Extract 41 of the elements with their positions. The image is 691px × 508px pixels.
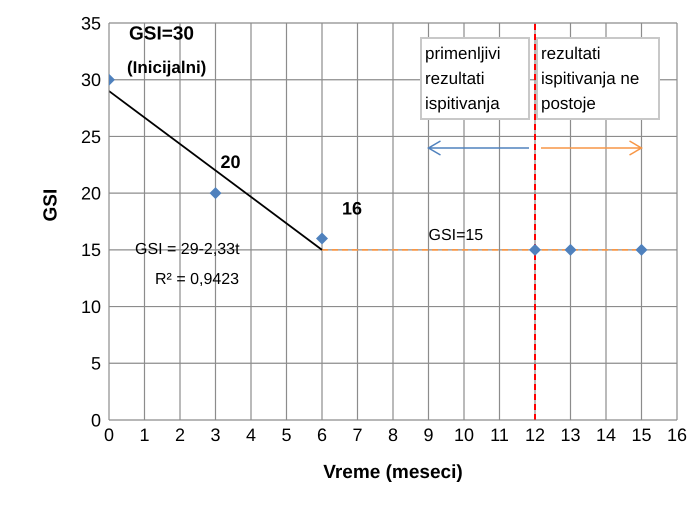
y-axis-title: GSI	[40, 188, 62, 222]
annotation: rezultati ispitivanja ne postoje	[536, 37, 660, 120]
y-tick-label: 5	[90, 354, 101, 374]
x-tick-label: 12	[524, 424, 546, 445]
x-tick-label: 8	[388, 424, 398, 445]
point	[529, 244, 541, 256]
y-tick-label: 15	[80, 240, 101, 260]
x-tick-label: 11	[490, 424, 509, 445]
annotation: GSI = 29-2,33t	[135, 241, 240, 258]
annotation: (Inicijalni)	[127, 58, 206, 77]
y-tick-label: 35	[80, 13, 101, 34]
y-tick-label: 30	[80, 70, 101, 90]
point	[210, 187, 222, 200]
annotation: 16	[342, 198, 362, 219]
x-tick-label: 1	[139, 424, 150, 445]
x-tick-label: 13	[560, 424, 581, 445]
x-tick-label: 3	[210, 424, 221, 445]
annotation: R² = 0,9423	[155, 271, 240, 288]
x-tick-label: 4	[246, 424, 256, 445]
annotation: GSI=15	[428, 226, 484, 244]
x-axis-title: Vreme (meseci)	[323, 462, 463, 483]
y-tick-label: 0	[90, 410, 101, 430]
x-tick-label: 15	[631, 424, 652, 445]
annotation: 20	[220, 152, 241, 172]
x-tick-label: 9	[423, 424, 434, 445]
x-tick-label: 5	[281, 424, 292, 445]
x-tick-label: 0	[104, 424, 114, 445]
x-tick-label: 16	[666, 424, 688, 445]
x-tick-label: 10	[454, 424, 474, 445]
x-tick-label: 6	[316, 424, 328, 445]
point	[316, 232, 328, 245]
x-tick-label: 14	[596, 424, 616, 445]
point	[564, 244, 576, 256]
point	[636, 244, 648, 256]
y-tick-label: 20	[80, 184, 101, 204]
annotation: GSI=30	[129, 24, 194, 45]
annotation: primenljivi rezultati ispitivanja	[420, 37, 530, 120]
y-tick-label: 10	[80, 296, 101, 317]
y-tick-label: 25	[80, 126, 101, 147]
x-tick-label: 2	[174, 424, 186, 445]
x-tick-label: 7	[352, 424, 363, 445]
